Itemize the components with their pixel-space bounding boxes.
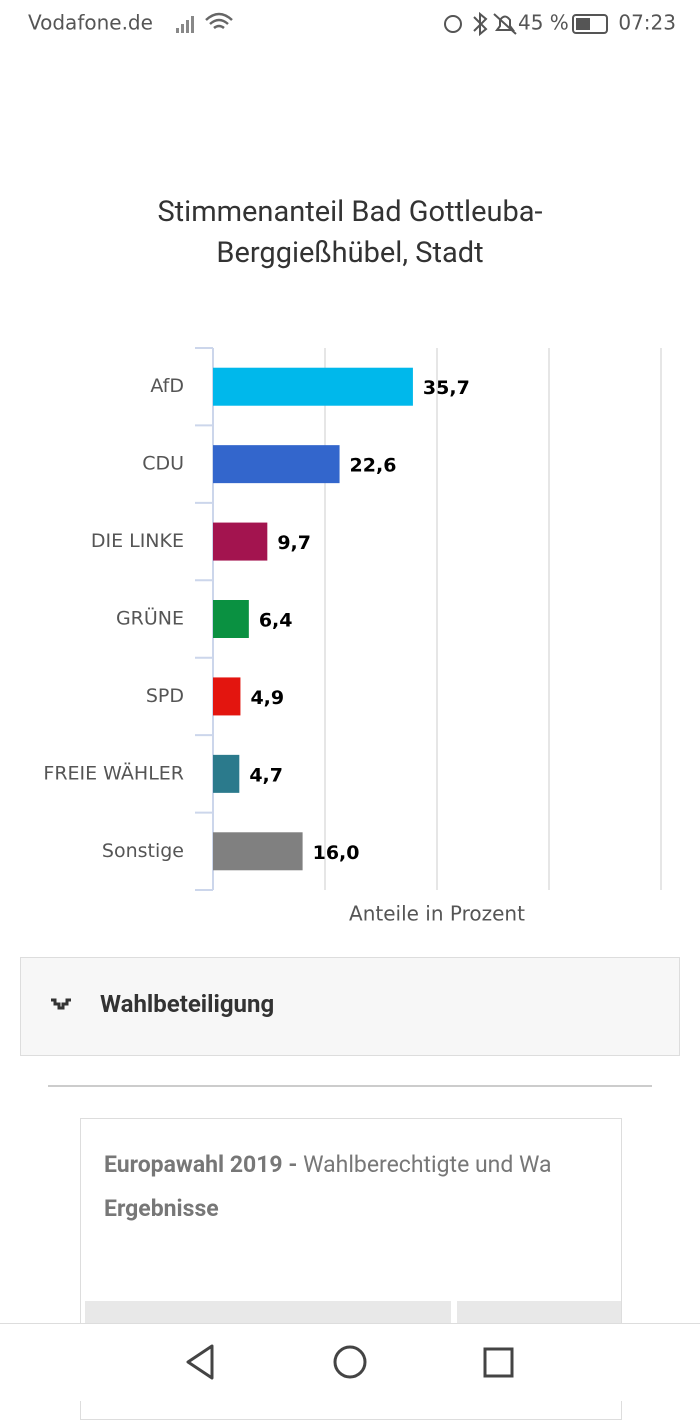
chevron-icon bbox=[51, 998, 71, 1010]
wifi-icon bbox=[205, 12, 233, 30]
category-label: GRÜNE bbox=[116, 607, 184, 630]
home-button[interactable] bbox=[333, 1345, 367, 1379]
bar bbox=[213, 677, 241, 716]
category-label: AfD bbox=[150, 375, 184, 397]
card-subtitle: Ergebnisse bbox=[104, 1195, 219, 1222]
x-axis-title: Anteile in Prozent bbox=[349, 902, 525, 926]
bar bbox=[213, 367, 413, 406]
bar bbox=[213, 522, 268, 561]
accordion-header[interactable]: Wahlbeteiligung bbox=[20, 957, 680, 1056]
carrier: Vodafone.de bbox=[28, 11, 153, 35]
chart-title: Stimmenanteil Bad Gottleuba-Berggießhübe… bbox=[157, 195, 543, 270]
clock: 07:23 bbox=[618, 11, 676, 35]
bar bbox=[213, 445, 340, 484]
alarm-icon bbox=[444, 15, 462, 33]
value-label: 6,4 bbox=[259, 610, 293, 632]
value-label: 4,7 bbox=[249, 764, 283, 786]
signal-icon bbox=[176, 16, 194, 33]
back-button[interactable] bbox=[186, 1344, 214, 1380]
value-label: 16,0 bbox=[313, 842, 360, 864]
value-label: 22,6 bbox=[350, 455, 397, 477]
bar bbox=[213, 600, 249, 638]
mute-icon bbox=[493, 13, 517, 35]
recents-button[interactable] bbox=[483, 1347, 514, 1378]
section-title: Wahlbeteiligung bbox=[100, 990, 275, 1018]
category-label: DIE LINKE bbox=[91, 530, 184, 552]
value-label: 4,9 bbox=[250, 687, 284, 709]
category-label: Sonstige bbox=[102, 840, 184, 862]
card-title-rest: Wahlberechtigte und Wa bbox=[303, 1151, 552, 1178]
value-label: 35,7 bbox=[423, 377, 470, 399]
battery-level: 45 % bbox=[518, 11, 569, 35]
category-label: FREIE WÄHLER bbox=[43, 761, 184, 784]
category-label: SPD bbox=[146, 685, 184, 707]
value-label: 9,7 bbox=[277, 532, 311, 554]
card-title: Europawahl 2019 - Wahlberechtigte und Wa bbox=[104, 1151, 621, 1178]
category-label: CDU bbox=[142, 453, 184, 475]
bar bbox=[213, 832, 303, 871]
nav-bar bbox=[0, 1323, 700, 1401]
bar bbox=[213, 754, 240, 793]
card-title-bold: Europawahl 2019 - bbox=[104, 1151, 298, 1178]
battery-fill bbox=[576, 18, 590, 30]
battery-icon bbox=[572, 14, 608, 34]
bluetooth-icon bbox=[473, 11, 488, 37]
